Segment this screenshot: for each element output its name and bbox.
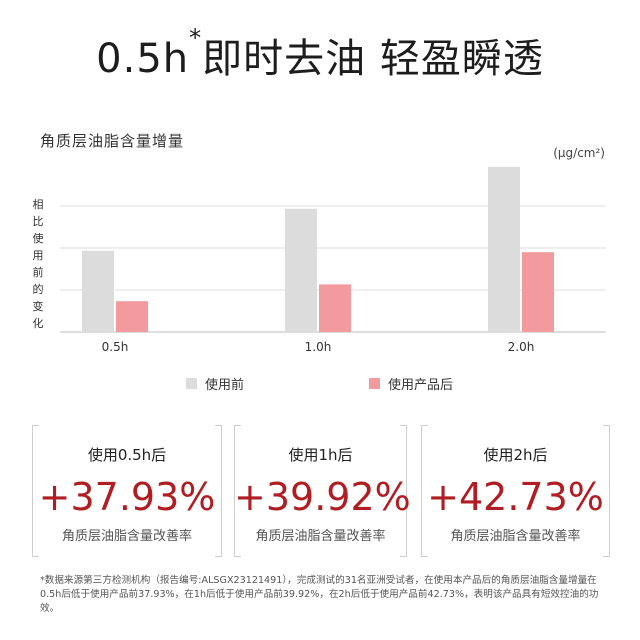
- stat-subtitle: 角质层油脂含量改善率: [61, 529, 192, 544]
- stats-row: 使用0.5h后 +37.93% 角质层油脂含量改善率 使用1h后 +39.92%…: [32, 425, 610, 557]
- chart-unit: (μg/cm²): [553, 146, 605, 160]
- bar-after-0.5h: [116, 301, 148, 332]
- bar-before-2.0h: [488, 166, 520, 332]
- legend-item-after: 使用产品后: [369, 374, 453, 393]
- y-axis-label: 相比使用前的变化: [32, 198, 44, 330]
- stat-value: +37.93%: [38, 475, 216, 519]
- bar-after-2.0h: [522, 252, 554, 332]
- bracket-right: [400, 425, 407, 557]
- headline-text: 即时去油 轻盈瞬透: [202, 36, 544, 82]
- bracket-right: [603, 425, 610, 557]
- stat-title: 使用1h后: [288, 446, 353, 464]
- bracket-left: [421, 425, 428, 557]
- x-tick-label: 1.0h: [305, 340, 332, 354]
- stat-card-2h: 使用2h后 +42.73% 角质层油脂含量改善率: [421, 425, 610, 557]
- legend-label-before: 使用前: [205, 378, 245, 393]
- legend-swatch-after: [369, 378, 380, 389]
- stat-subtitle: 角质层油脂含量改善率: [255, 529, 386, 544]
- bar-chart: 0.5h 1.0h 2.0h: [60, 166, 606, 354]
- headline-asterisk: *: [189, 24, 203, 52]
- bar-before-0.5h: [82, 250, 114, 332]
- stat-card-1h: 使用1h后 +39.92% 角质层油脂含量改善率: [234, 425, 411, 557]
- headline-time: 0.5h: [96, 36, 190, 82]
- stat-title: 使用2h后: [483, 446, 548, 464]
- bracket-right: [215, 425, 222, 557]
- chart-title: 角质层油脂含量增量: [40, 132, 185, 150]
- legend-label-after: 使用产品后: [388, 378, 454, 393]
- stat-value: +42.73%: [427, 475, 604, 519]
- x-tick-label: 2.0h: [508, 340, 535, 354]
- legend-item-before: 使用前: [186, 374, 244, 393]
- stat-subtitle: 角质层油脂含量改善率: [450, 529, 581, 544]
- bracket-left: [234, 425, 241, 557]
- stat-card-0.5h: 使用0.5h后 +37.93% 角质层油脂含量改善率: [32, 425, 222, 557]
- bar-before-1.0h: [285, 208, 317, 332]
- x-tick-label: 0.5h: [102, 340, 129, 354]
- stat-title: 使用0.5h后: [87, 446, 167, 464]
- bar-after-1.0h: [319, 284, 351, 332]
- stat-value: +39.92%: [234, 475, 411, 519]
- headline: 0.5h*即时去油 轻盈瞬透: [0, 24, 640, 84]
- bracket-left: [32, 425, 39, 557]
- footnote: *数据来源第三方检测机构（报告编号:ALSGX23121491），完成测试的31…: [40, 575, 599, 614]
- legend-swatch-before: [186, 378, 197, 389]
